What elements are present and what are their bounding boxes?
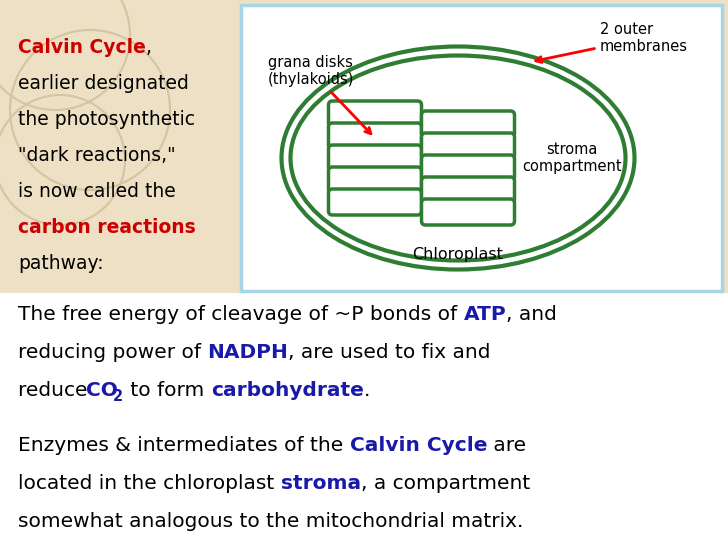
FancyBboxPatch shape [328, 145, 422, 171]
Text: Calvin Cycle: Calvin Cycle [349, 436, 487, 455]
Text: to form: to form [124, 381, 210, 400]
Ellipse shape [282, 46, 635, 270]
Text: .: . [363, 381, 370, 400]
Ellipse shape [290, 56, 625, 260]
Text: 2: 2 [113, 389, 123, 404]
Text: earlier designated: earlier designated [18, 74, 189, 93]
FancyBboxPatch shape [328, 167, 422, 193]
Text: grana disks
(thylakoids): grana disks (thylakoids) [268, 55, 371, 134]
FancyBboxPatch shape [328, 101, 422, 127]
Text: Calvin Cycle: Calvin Cycle [18, 38, 146, 57]
Text: is now called the: is now called the [18, 182, 175, 201]
FancyBboxPatch shape [328, 189, 422, 215]
Bar [241, 5, 722, 291]
Text: The free energy of cleavage of ~P bonds of: The free energy of cleavage of ~P bonds … [18, 305, 464, 324]
FancyBboxPatch shape [422, 155, 515, 181]
Text: carbohydrate: carbohydrate [210, 381, 363, 400]
Text: ,: , [146, 38, 152, 57]
Bar [0, 293, 728, 546]
Text: located in the chloroplast: located in the chloroplast [18, 474, 280, 493]
Text: , are used to fix and: , are used to fix and [288, 343, 491, 362]
Text: NADPH: NADPH [207, 343, 288, 362]
FancyBboxPatch shape [422, 111, 515, 137]
Text: Chloroplast: Chloroplast [413, 247, 504, 263]
Text: 2 outer
membranes: 2 outer membranes [536, 22, 688, 62]
Text: stroma: stroma [280, 474, 361, 493]
Text: carbon reactions: carbon reactions [18, 218, 196, 237]
FancyBboxPatch shape [422, 177, 515, 203]
Text: stroma
compartment: stroma compartment [522, 142, 622, 174]
Text: somewhat analogous to the mitochondrial matrix.: somewhat analogous to the mitochondrial … [18, 512, 523, 531]
FancyBboxPatch shape [422, 199, 515, 225]
Text: reducing power of: reducing power of [18, 343, 207, 362]
Text: reduce: reduce [18, 381, 94, 400]
Text: , and: , and [506, 305, 557, 324]
Text: "dark reactions,": "dark reactions," [18, 146, 175, 165]
Text: pathway:: pathway: [18, 254, 103, 273]
Text: ATP: ATP [464, 305, 506, 324]
FancyBboxPatch shape [328, 123, 422, 149]
FancyBboxPatch shape [422, 133, 515, 159]
Text: the photosynthetic: the photosynthetic [18, 110, 195, 129]
Text: CO: CO [86, 381, 118, 400]
Text: , a compartment: , a compartment [361, 474, 530, 493]
Text: are: are [487, 436, 526, 455]
Text: Enzymes & intermediates of the: Enzymes & intermediates of the [18, 436, 349, 455]
